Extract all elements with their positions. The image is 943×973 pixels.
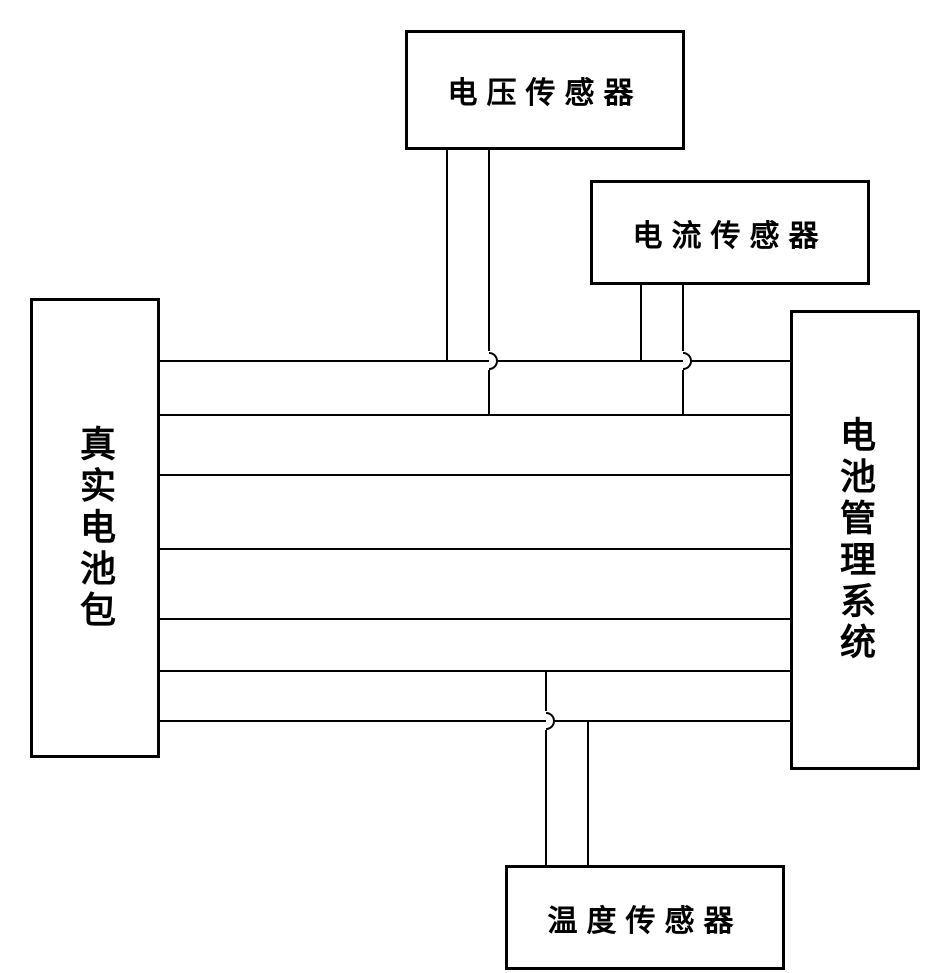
bus-line-6 [160, 670, 790, 672]
battery-pack-label: 真实电池包 [69, 425, 121, 632]
voltage-tap-2-upper [488, 150, 490, 351]
temperature-tap-1-lower [545, 730, 547, 865]
temperature-tap-1-upper [545, 670, 547, 711]
bus-line-3 [160, 474, 790, 476]
temperature-tap-2 [587, 720, 589, 865]
bus-line-7 [160, 720, 790, 722]
bus-line-5 [160, 618, 790, 620]
current-sensor-box: 电流传感器 [590, 180, 870, 285]
voltage-sensor-label: 电压传感器 [448, 68, 643, 112]
bus-line-4 [160, 548, 790, 550]
bms-label: 电池管理系统 [829, 416, 881, 664]
bms-box: 电池管理系统 [790, 310, 920, 770]
current-tap-2-upper [682, 285, 684, 351]
current-sensor-label: 电流传感器 [633, 211, 828, 255]
battery-pack-box: 真实电池包 [30, 298, 160, 758]
bus-line-2 [160, 414, 790, 416]
bus-line-1 [160, 360, 790, 362]
voltage-sensor-box: 电压传感器 [405, 30, 685, 150]
voltage-tap-1 [446, 150, 448, 360]
voltage-tap-2-lower [488, 370, 490, 414]
temperature-sensor-label: 温度传感器 [548, 896, 743, 940]
temperature-sensor-box: 温度传感器 [505, 865, 785, 970]
current-tap-1 [640, 285, 642, 360]
current-tap-2-lower [682, 370, 684, 414]
